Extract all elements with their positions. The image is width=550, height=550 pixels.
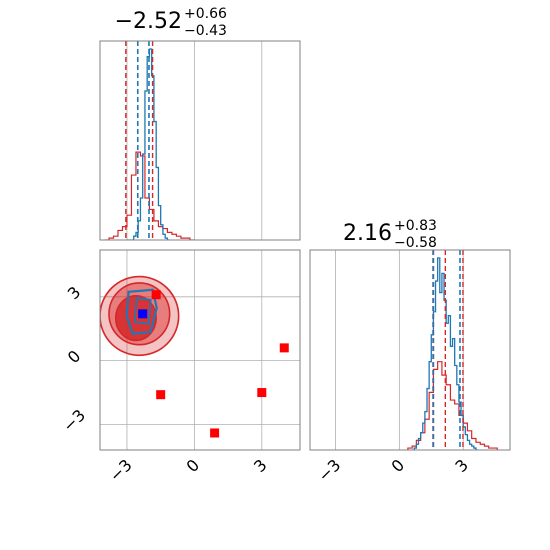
ytick-label-2d: −3 [59, 406, 89, 436]
scatter-2d-panel [99, 249, 301, 451]
marker-blue-square [138, 309, 148, 319]
xtick-label-hist2: 3 [451, 455, 472, 476]
marker-red-square [257, 388, 267, 398]
marker-red-square [151, 290, 161, 300]
title-param2: 2.16 +0.83−0.58 [343, 218, 437, 251]
panel-titles: −2.52 +0.66−0.43 2.16 +0.83−0.58 [115, 6, 437, 251]
panel-frame [99, 249, 301, 451]
xtick-label-2d: −3 [106, 455, 136, 485]
contour-blue-inner [133, 296, 152, 325]
marker-red-square [210, 428, 220, 438]
xtick-label-2d: 3 [250, 455, 271, 476]
title-param2-upper: +0.83 [394, 218, 437, 234]
title-param1-value: −2.52 [115, 9, 182, 34]
title-param1: −2.52 +0.66−0.43 [115, 6, 227, 39]
xtick-label-hist2: 0 [388, 455, 409, 476]
ytick-label-2d: 3 [64, 283, 85, 304]
title-param1-upper: +0.66 [184, 6, 227, 22]
contour-red [114, 294, 157, 342]
marker-red-square [156, 390, 166, 400]
contour-blue [125, 288, 158, 336]
panel-frame [99, 40, 301, 241]
title-param1-lower: −0.43 [184, 23, 227, 39]
xtick-label-2d: 0 [183, 455, 204, 476]
hist-param2-panel [309, 249, 511, 451]
title-param2-lower: −0.58 [394, 235, 437, 251]
ytick-label-2d: 0 [64, 346, 85, 367]
marker-red-square [279, 343, 289, 353]
title-param2-value: 2.16 [343, 221, 392, 246]
panel-frame [309, 249, 511, 451]
hist-param1-panel [99, 40, 301, 241]
xtick-label-hist2: −3 [314, 455, 344, 485]
